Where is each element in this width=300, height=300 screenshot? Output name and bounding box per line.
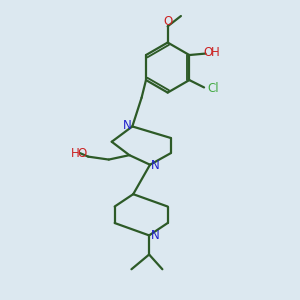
Text: N: N: [151, 230, 159, 242]
Text: O: O: [77, 147, 86, 160]
Text: Cl: Cl: [208, 82, 219, 95]
Text: O: O: [163, 14, 172, 28]
Text: N: N: [151, 159, 160, 172]
Text: H: H: [70, 147, 79, 160]
Text: O: O: [203, 46, 212, 59]
Text: N: N: [123, 119, 131, 132]
Text: H: H: [211, 46, 219, 59]
